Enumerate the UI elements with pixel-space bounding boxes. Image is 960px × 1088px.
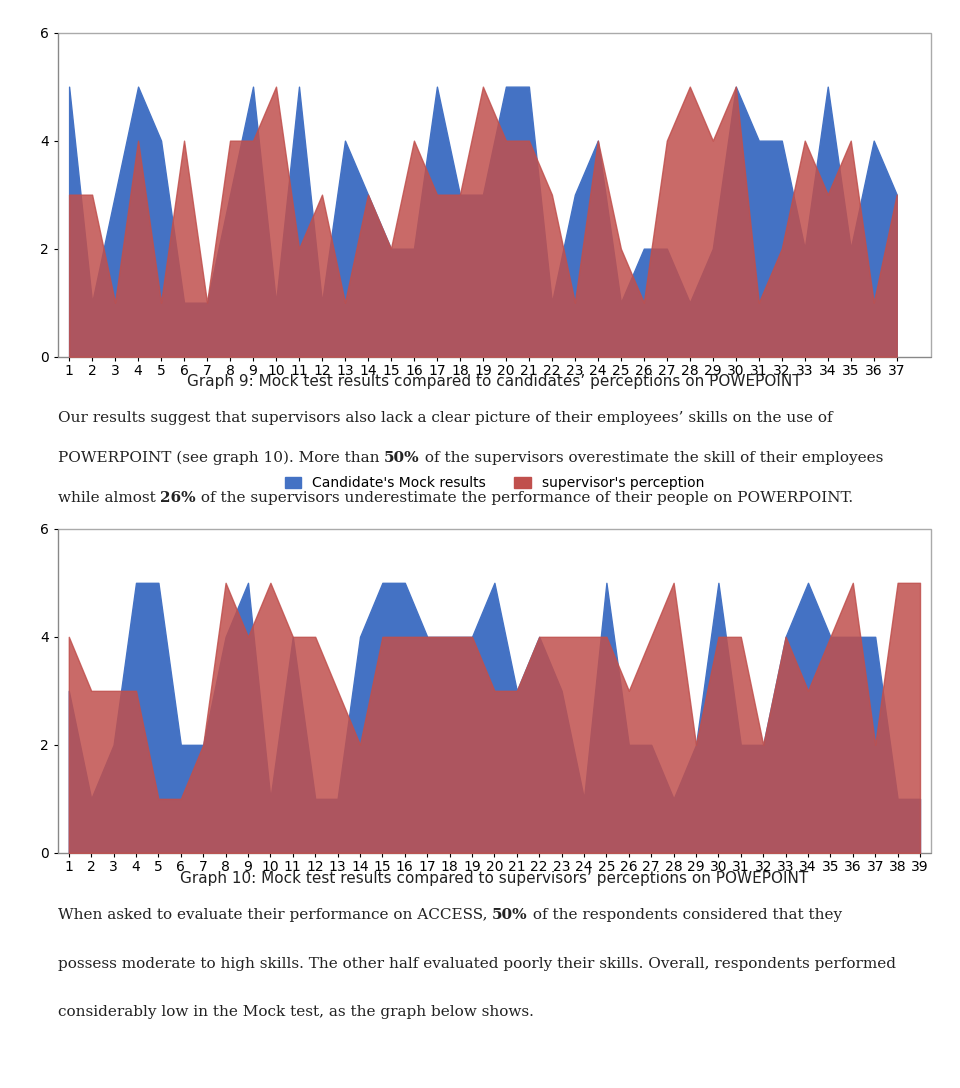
Text: Graph 9: Mock test results compared to candidates’ perceptions on POWEPOINT: Graph 9: Mock test results compared to c… (187, 374, 802, 390)
Text: POWERPOINT (see graph 10). More than: POWERPOINT (see graph 10). More than (58, 452, 384, 466)
Text: 26%: 26% (160, 491, 196, 505)
Text: considerably low in the Mock test, as the graph below shows.: considerably low in the Mock test, as th… (58, 1005, 534, 1019)
Text: 50%: 50% (492, 908, 528, 922)
Text: Our results suggest that supervisors also lack a clear picture of their employee: Our results suggest that supervisors als… (58, 411, 832, 425)
Text: When asked to evaluate their performance on ACCESS,: When asked to evaluate their performance… (58, 908, 492, 922)
Text: of the supervisors overestimate the skill of their employees: of the supervisors overestimate the skil… (420, 452, 883, 465)
Text: 50%: 50% (384, 452, 420, 465)
Text: of the supervisors underestimate the performance of their people on POWERPOINT.: of the supervisors underestimate the per… (196, 491, 853, 505)
Text: Graph 10: Mock test results compared to supervisors’ perceptions on POWEPOINT: Graph 10: Mock test results compared to … (180, 870, 808, 886)
Text: of the respondents considered that they: of the respondents considered that they (528, 908, 842, 922)
Text: while almost: while almost (58, 491, 160, 505)
Text: possess moderate to high skills. The other half evaluated poorly their skills. O: possess moderate to high skills. The oth… (58, 956, 896, 970)
Legend: Candidate's Mock results, supervisor's perception: Candidate's Mock results, supervisor's p… (279, 470, 709, 496)
